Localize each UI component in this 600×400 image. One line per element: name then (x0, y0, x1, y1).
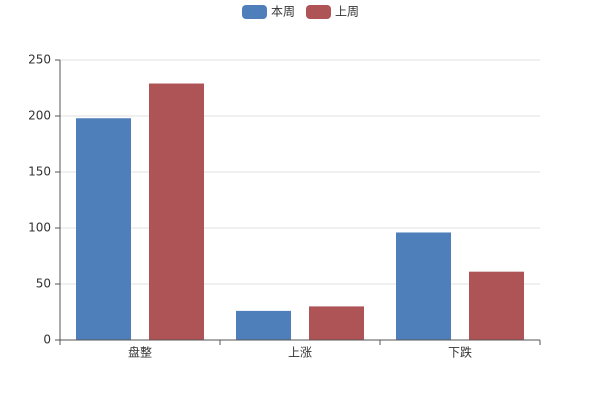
y-tick-label: 100 (28, 221, 51, 235)
y-tick-label: 250 (28, 53, 51, 67)
bar (149, 83, 204, 341)
x-tick-label: 下跌 (448, 345, 472, 360)
legend: 本周 上周 (242, 5, 359, 19)
x-tick-label: 上涨 (288, 345, 312, 360)
bar (76, 118, 131, 341)
y-tick-label: 200 (28, 109, 51, 123)
y-tick-label: 150 (28, 165, 51, 179)
legend-swatch[interactable] (306, 5, 331, 19)
y-tick-label: 50 (36, 277, 51, 291)
y-tick-label: 0 (43, 333, 51, 347)
legend-swatch[interactable] (242, 5, 267, 19)
bar (309, 306, 364, 340)
x-tick-label: 盘整 (128, 345, 152, 360)
bar (236, 310, 291, 340)
legend-label[interactable]: 本周 (271, 5, 295, 19)
bar (469, 271, 524, 340)
legend-label[interactable]: 上周 (335, 5, 359, 19)
bar (396, 232, 451, 340)
